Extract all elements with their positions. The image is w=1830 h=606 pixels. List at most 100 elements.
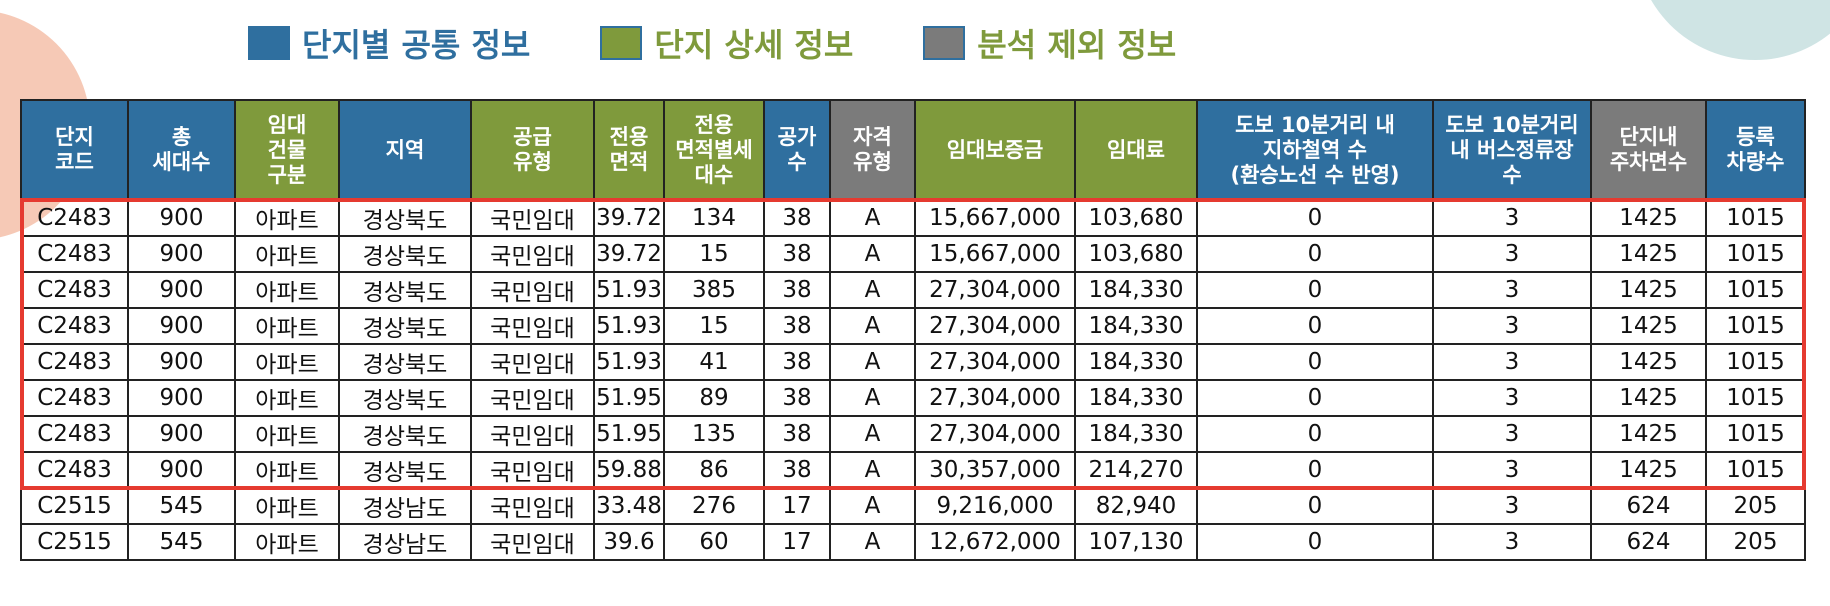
table-cell: 1015 [1705,271,1806,309]
table-cell: 아파트 [234,271,340,309]
table-cell: A [829,415,916,453]
table-cell: 39.6 [593,523,665,561]
table-cell: 아파트 [234,199,340,237]
table-cell: 17 [763,523,831,561]
table-cell: 국민임대 [470,199,595,237]
table-row: C2483 900 아파트 경상북도 국민임대 51.95 89 38 A 27,304,000 1… [20,379,1806,417]
table-cell: 624 [1590,487,1707,525]
table-cell: 1015 [1705,451,1806,489]
table-cell: 184,330 [1074,271,1198,309]
legend-item-common: 단지별 공통 정보 [248,20,530,66]
table-cell: C2483 [20,379,129,417]
legend-item-excluded: 분석 제외 정보 [923,20,1176,66]
column-header: 공가 수 [763,99,831,201]
table-cell: 3 [1432,271,1592,309]
column-header: 지역 [338,99,472,201]
table-cell: 30,357,000 [914,451,1076,489]
table-cell: 103,680 [1074,235,1198,273]
table-cell: 38 [763,415,831,453]
table-cell: 아파트 [234,487,340,525]
table-cell: 0 [1196,271,1434,309]
table-row: C2483 900 아파트 경상북도 국민임대 51.93 15 38 A 27,304,000 1… [20,307,1806,345]
table-cell: 국민임대 [470,415,595,453]
table-cell: 900 [127,235,236,273]
table-cell: 0 [1196,343,1434,381]
table-cell: 경상북도 [338,235,472,273]
table-cell: 3 [1432,415,1592,453]
column-header: 임대료 [1074,99,1198,201]
table-cell: 38 [763,235,831,273]
table-row: C2515 545 아파트 경상남도 국민임대 39.6 60 17 A 12,672,000 10… [20,523,1806,561]
table-cell: 3 [1432,487,1592,525]
table-cell: 경상남도 [338,523,472,561]
table-header-row: 단지 코드 총 세대수 임대 건물 구분 지역 공급 유형 전용 면적 전용 면적별세 대수 공가 수 자격 유형 임… [20,99,1806,201]
table-cell: 184,330 [1074,307,1198,345]
table-cell: 27,304,000 [914,271,1076,309]
table-cell: 41 [663,343,765,381]
table-cell: 900 [127,379,236,417]
table-cell: 아파트 [234,343,340,381]
table-cell: 38 [763,307,831,345]
table-row: C2483 900 아파트 경상북도 국민임대 51.95 135 38 A 27,304,000… [20,415,1806,453]
table-cell: A [829,199,916,237]
table-cell: 1015 [1705,415,1806,453]
table-cell: 33.48 [593,487,665,525]
table-cell: 103,680 [1074,199,1198,237]
legend-label: 단지별 공통 정보 [302,26,531,64]
table-cell: 경상북도 [338,379,472,417]
table-cell: 국민임대 [470,523,595,561]
table-row: C2483 900 아파트 경상북도 국민임대 51.93 41 38 A 27,304,000 1… [20,343,1806,381]
table-cell: 89 [663,379,765,417]
table-cell: 624 [1590,523,1707,561]
column-header: 도보 10분거리 내 지하철역 수 (환승노선 수 반영) [1196,99,1434,201]
table-cell: 39.72 [593,199,665,237]
table-cell: 3 [1432,343,1592,381]
table-cell: 134 [663,199,765,237]
table-cell: 0 [1196,379,1434,417]
table-cell: C2483 [20,451,129,489]
table-cell: 51.95 [593,379,665,417]
table-cell: 0 [1196,235,1434,273]
table-cell: 경상북도 [338,307,472,345]
table-cell: 27,304,000 [914,415,1076,453]
table-cell: 아파트 [234,415,340,453]
table-cell: 135 [663,415,765,453]
column-header: 총 세대수 [127,99,236,201]
table-cell: 3 [1432,451,1592,489]
table-cell: C2483 [20,415,129,453]
table-cell: 3 [1432,307,1592,345]
table-cell: 51.93 [593,271,665,309]
table-cell: 60 [663,523,765,561]
table-cell: 15,667,000 [914,235,1076,273]
table-cell: 3 [1432,199,1592,237]
table-cell: 국민임대 [470,343,595,381]
table-cell: 국민임대 [470,307,595,345]
table-cell: 900 [127,451,236,489]
table-cell: 107,130 [1074,523,1198,561]
legend-swatch-gray [923,26,966,60]
table-cell: 1425 [1590,307,1707,345]
table-cell: 86 [663,451,765,489]
column-header: 도보 10분거리 내 버스정류장 수 [1432,99,1592,201]
table-cell: 900 [127,199,236,237]
table-cell: 9,216,000 [914,487,1076,525]
column-header: 단지내 주차면수 [1590,99,1707,201]
table-cell: 3 [1432,523,1592,561]
table-cell: A [829,343,916,381]
table-cell: 0 [1196,307,1434,345]
table-cell: 경상북도 [338,199,472,237]
table-cell: 51.93 [593,307,665,345]
table-cell: 38 [763,379,831,417]
table-cell: C2515 [20,487,129,525]
table-cell: 국민임대 [470,379,595,417]
table-cell: 205 [1705,487,1806,525]
table-cell: 545 [127,523,236,561]
table-cell: A [829,379,916,417]
table-cell: 국민임대 [470,235,595,273]
table-cell: A [829,307,916,345]
table-row: C2515 545 아파트 경상남도 국민임대 33.48 276 17 A 9,216,000 8… [20,487,1806,525]
column-header: 전용 면적 [593,99,665,201]
table-cell: C2483 [20,343,129,381]
table-cell: 38 [763,343,831,381]
